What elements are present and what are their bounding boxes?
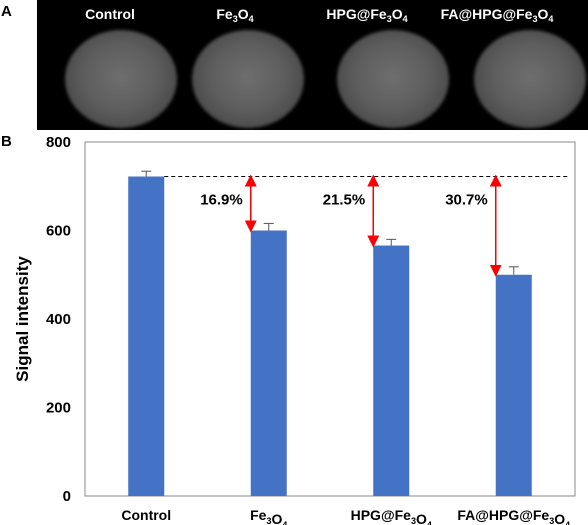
x-tick-label: Fe3O4 [250,507,287,525]
x-tick-label: Control [121,507,171,523]
bar [495,274,532,496]
y-tick-label: 600 [46,223,71,240]
sample-label: Control [85,6,135,22]
x-tick-label: FA@HPG@Fe3O4 [457,507,570,525]
reduction-label: 16.9% [200,192,243,209]
mri-phantom-image [65,30,177,128]
reduction-label: 30.7% [445,192,488,209]
signal-intensity-bar-chart: 0 200 400 600 800 Signal intensity Control Fe3O… [13,134,576,525]
sample-label: FA@HPG@Fe3O4 [440,6,554,24]
y-tick-label: 800 [46,134,71,151]
reduction-label: 21.5% [323,192,366,209]
sample-label: Fe3O4 [216,6,254,24]
mri-phantom-panel: Control Fe3O4 HPG@Fe3O4 FA@HPG@Fe3O4 [37,0,588,130]
bar [373,245,410,496]
panel-a-label: A [1,3,12,20]
y-axis-label: Signal intensity [13,256,32,382]
bar [250,230,287,496]
y-tick-label: 0 [63,488,71,505]
mri-phantom-image [474,30,586,128]
bar [128,176,165,496]
panel-b-label: B [1,133,12,150]
mri-phantom-image [337,30,449,128]
mri-phantom-image [192,30,304,128]
plot-frame [84,141,576,497]
x-tick-label: HPG@Fe3O4 [351,507,432,525]
sample-label: HPG@Fe3O4 [326,6,408,24]
y-tick-label: 400 [46,311,71,328]
y-tick-label: 200 [46,400,71,417]
